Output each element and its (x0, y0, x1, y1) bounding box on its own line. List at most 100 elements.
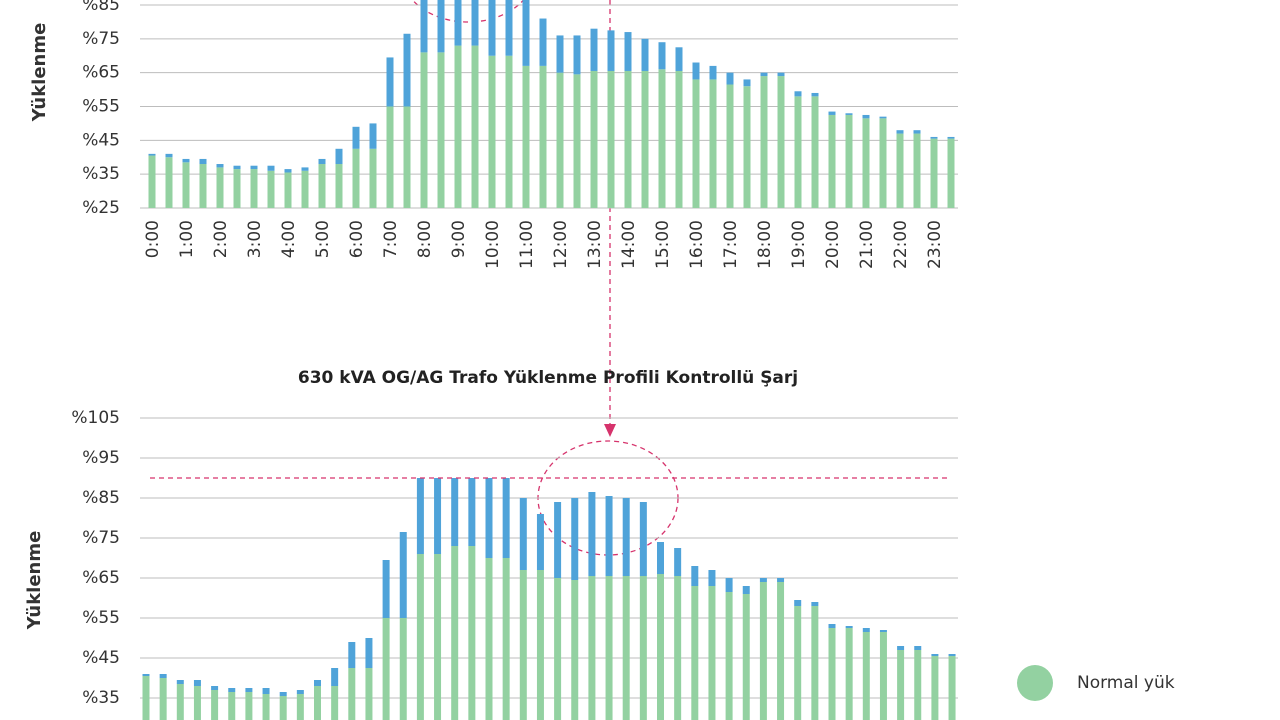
y-axis-title: Yüklenme (24, 531, 45, 631)
bar-segment (760, 72, 768, 77)
y-tick-label: %55 (82, 97, 120, 117)
bar-segment (777, 578, 785, 582)
bar-segment (759, 578, 767, 582)
bar-segment (879, 118, 887, 208)
bar-segment (573, 74, 581, 208)
y-tick-label: %45 (82, 648, 120, 668)
x-tick-label: 6:00 (347, 220, 367, 258)
bar-segment (794, 96, 802, 208)
bar-segment (399, 618, 407, 720)
bar-segment (148, 153, 156, 156)
bar-segment (454, 0, 462, 46)
bar-segment (365, 638, 373, 668)
x-tick-label: 14:00 (619, 220, 639, 269)
bar-segment (777, 582, 785, 720)
y-tick-label: %45 (82, 130, 120, 150)
bar-segment (709, 79, 717, 208)
y-tick-label: %95 (82, 448, 120, 468)
bar-segment (468, 478, 476, 546)
bar-segment (403, 106, 411, 208)
bar-segment (318, 164, 326, 208)
bar-segment (794, 606, 802, 720)
x-tick-label: 13:00 (585, 220, 605, 269)
bar-segment (159, 678, 167, 720)
x-tick-label: 20:00 (823, 220, 843, 269)
bar-segment (743, 86, 751, 208)
bar-segment (279, 696, 287, 720)
bar-segment (590, 28, 598, 71)
bar-segment (369, 123, 377, 149)
legend-label: Normal yük (1077, 673, 1175, 693)
bar-segment (335, 148, 343, 165)
bar-segment (536, 570, 544, 720)
bar-segment (279, 692, 287, 696)
x-tick-label: 11:00 (517, 220, 537, 269)
bar-segment (607, 70, 615, 208)
y-tick-label: %55 (82, 608, 120, 628)
x-tick-label: 9:00 (449, 220, 469, 258)
bar-segment (386, 57, 394, 107)
bar-segment (331, 686, 339, 720)
bar-segment (554, 578, 562, 720)
bar-segment (742, 586, 750, 594)
bar-segment (691, 566, 699, 586)
y-tick-label: %85 (82, 488, 120, 508)
bar-segment (794, 91, 802, 97)
bar-segment (522, 65, 530, 209)
bar-segment (554, 502, 562, 578)
bar-segment (641, 70, 649, 208)
bar-segment (451, 546, 459, 720)
bar-segment (369, 148, 377, 208)
bar-segment (571, 580, 579, 720)
bar-segment (675, 70, 683, 208)
bar-segment (828, 111, 836, 115)
bar-segment (267, 165, 275, 171)
bar-segment (331, 668, 339, 686)
x-tick-label: 16:00 (687, 220, 707, 269)
bar-segment (641, 38, 649, 71)
bar-segment (142, 676, 150, 720)
bar-segment (639, 576, 647, 720)
bar-segment (708, 586, 716, 720)
bar-segment (365, 668, 373, 720)
bar-segment (708, 570, 716, 586)
bar-segment (607, 30, 615, 71)
bar-segment (488, 55, 496, 208)
bar-segment (879, 632, 887, 720)
bar-segment (862, 118, 870, 208)
bar-segment (931, 656, 939, 720)
bar-segment (658, 42, 666, 70)
x-tick-label: 17:00 (721, 220, 741, 269)
bar-segment (199, 164, 207, 208)
bar-segment (211, 686, 219, 690)
y-tick-label: %65 (82, 568, 120, 588)
bar-segment (142, 674, 150, 676)
bar-segment (725, 578, 733, 592)
bar-segment (674, 576, 682, 720)
bar-segment (675, 47, 683, 71)
y-axis-title: Yüklenme (29, 23, 50, 123)
x-tick-label: 0:00 (143, 220, 163, 258)
x-tick-label: 15:00 (653, 220, 673, 269)
bar-segment (862, 628, 870, 632)
bar-segment (811, 96, 819, 208)
bar-segment (314, 680, 321, 686)
bar-segment (828, 624, 836, 628)
bar-segment (284, 172, 292, 208)
bar-segment (605, 576, 613, 720)
bar-segment (165, 157, 173, 208)
x-tick-label: 18:00 (755, 220, 775, 269)
bar-segment (386, 106, 394, 208)
bar-segment (726, 84, 734, 208)
bar-segment (216, 167, 224, 208)
bar-segment (485, 478, 493, 558)
bar-segment (556, 35, 564, 73)
bar-segment (657, 542, 664, 574)
bar-segment (845, 114, 853, 208)
bar-segment (742, 594, 750, 720)
bar-segment (471, 0, 479, 46)
bar-segment (845, 113, 853, 115)
bar-segment (176, 680, 184, 684)
bar-segment (573, 35, 581, 75)
